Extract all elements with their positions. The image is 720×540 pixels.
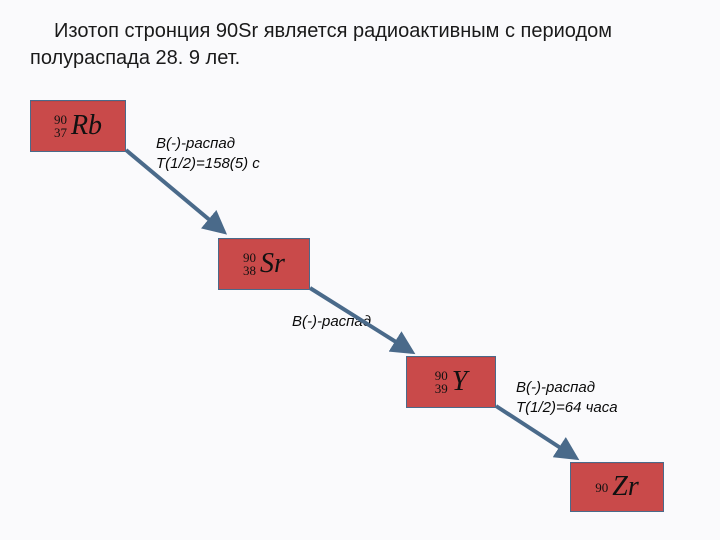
decay-label-rb-sr: B(-)-распад T(1/2)=158(5) с bbox=[156, 134, 260, 173]
decay-label-rb-sr-line1: B(-)-распад bbox=[156, 134, 260, 154]
isotope-y: 90 39 Y bbox=[406, 356, 496, 408]
decay-label-y-zr-line1: B(-)-распад bbox=[516, 378, 618, 398]
isotope-rb-content: 90 37 Rb bbox=[54, 112, 102, 140]
decay-label-sr-y: B(-)-распад bbox=[292, 312, 371, 332]
isotope-rb-atomic: 37 bbox=[54, 126, 67, 139]
isotope-rb: 90 37 Rb bbox=[30, 100, 126, 152]
isotope-zr-mass: 90 bbox=[595, 481, 608, 494]
decay-label-y-zr-line2: T(1/2)=64 часа bbox=[516, 398, 618, 418]
isotope-sr: 90 38 Sr bbox=[218, 238, 310, 290]
isotope-rb-indices: 90 37 bbox=[54, 113, 67, 139]
decay-label-sr-y-line1: B(-)-распад bbox=[292, 312, 371, 332]
isotope-zr: 90 Zr bbox=[570, 462, 664, 512]
isotope-zr-indices: 90 bbox=[595, 481, 608, 494]
isotope-rb-symbol: Rb bbox=[69, 112, 102, 140]
isotope-sr-indices: 90 38 bbox=[243, 251, 256, 277]
decay-label-y-zr: B(-)-распад T(1/2)=64 часа bbox=[516, 378, 618, 417]
isotope-y-content: 90 39 Y bbox=[435, 368, 468, 396]
isotope-sr-symbol: Sr bbox=[258, 250, 285, 278]
isotope-y-indices: 90 39 bbox=[435, 369, 448, 395]
decay-arrows bbox=[0, 0, 720, 540]
isotope-sr-content: 90 38 Sr bbox=[243, 250, 285, 278]
isotope-y-atomic: 39 bbox=[435, 382, 448, 395]
decay-label-rb-sr-line2: T(1/2)=158(5) с bbox=[156, 154, 260, 174]
isotope-zr-symbol: Zr bbox=[610, 473, 638, 501]
isotope-y-symbol: Y bbox=[450, 368, 468, 396]
isotope-zr-content: 90 Zr bbox=[595, 473, 638, 501]
isotope-sr-atomic: 38 bbox=[243, 264, 256, 277]
page-title: Изотоп стронция 90Sr является радиоактив… bbox=[30, 18, 690, 72]
